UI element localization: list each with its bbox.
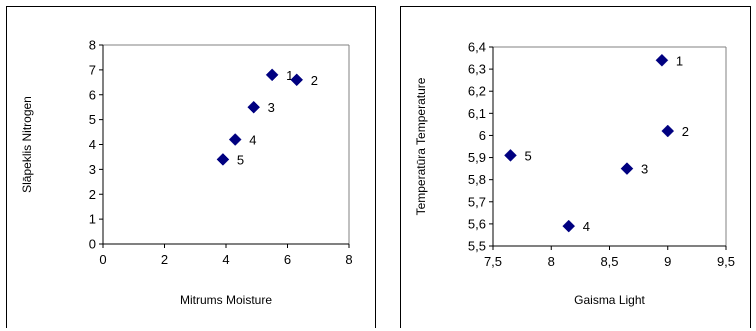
data-point-label-1: 1 xyxy=(286,68,293,83)
data-point-3 xyxy=(620,162,634,175)
y-tick-label: 1 xyxy=(89,212,96,227)
y-tick-label: 0 xyxy=(89,237,96,252)
y-tick-label: 5,6 xyxy=(468,216,486,231)
x-tick-label: 9 xyxy=(664,254,671,269)
x-tick-label: 6 xyxy=(284,252,291,267)
y-tick-label: 8 xyxy=(89,38,96,53)
chart-panel-nitrogen-moisture: 0 2 4 6 8 0 1 2 3 4 5 6 7 8 Mitrums Moisture Slāpeklis … xyxy=(6,6,376,328)
data-point-label-1: 1 xyxy=(676,53,683,68)
data-point-2 xyxy=(661,124,675,138)
y-tick-label: 6,2 xyxy=(468,84,486,99)
y-axis-label: Temperatūra Temperature xyxy=(414,77,428,215)
data-point-1 xyxy=(655,53,669,67)
x-tick-label: 9,5 xyxy=(717,254,735,269)
y-tick-label: 5,7 xyxy=(468,194,486,209)
y-tick-label: 2 xyxy=(89,187,96,202)
data-point-2 xyxy=(290,73,304,87)
data-point-label-5: 5 xyxy=(524,148,531,163)
x-axis-label: Gaisma Light xyxy=(574,293,645,307)
data-point-label-4: 4 xyxy=(583,219,590,234)
y-tick-label: 6,4 xyxy=(468,40,486,55)
y-tick-label: 6 xyxy=(89,87,96,102)
y-tick-label: 3 xyxy=(89,162,96,177)
y-tick-label: 5,9 xyxy=(468,150,486,165)
data-point-5 xyxy=(504,148,517,162)
x-axis-label: Mitrums Moisture xyxy=(180,293,272,307)
y-tick-label: 6 xyxy=(479,128,486,143)
data-point-1 xyxy=(265,68,279,82)
y-tick-label: 7 xyxy=(89,62,96,77)
data-point-4 xyxy=(228,133,242,146)
data-point-3 xyxy=(247,100,261,114)
y-tick-label: 5,5 xyxy=(468,239,486,254)
x-tick-label: 4 xyxy=(222,252,229,267)
x-tick-label: 8 xyxy=(345,252,352,267)
chart-panel-temperature-light: 7,5 8 8,5 9 9,5 5,5 5,6 5,7 5,8 5,9 6 6,1 6,2 6,3 6,4 G… xyxy=(400,6,751,328)
data-point-label-2: 2 xyxy=(682,124,689,139)
data-point-label-4: 4 xyxy=(249,133,256,148)
x-tick-label: 0 xyxy=(99,252,106,267)
data-point-4 xyxy=(562,219,576,233)
x-tick-label: 7,5 xyxy=(484,254,502,269)
y-tick-label: 5,8 xyxy=(468,172,486,187)
y-tick-label: 5 xyxy=(89,112,96,127)
x-tick-label: 8 xyxy=(548,254,555,269)
y-tick-label: 6,1 xyxy=(468,106,486,121)
data-point-5 xyxy=(216,153,230,166)
y-axis-label: Slāpeklis Nitrogen xyxy=(20,96,34,193)
y-tick-label: 6,3 xyxy=(468,62,486,77)
scatter-chart-temperature-light: 7,5 8 8,5 9 9,5 5,5 5,6 5,7 5,8 5,9 6 6,1 6,2 6,3 6,4 G… xyxy=(414,40,735,308)
x-tick-label: 2 xyxy=(161,252,168,267)
data-point-label-2: 2 xyxy=(311,73,318,88)
y-tick-label: 4 xyxy=(89,137,96,152)
data-point-label-3: 3 xyxy=(641,162,648,177)
data-point-label-3: 3 xyxy=(268,100,275,115)
x-tick-label: 8,5 xyxy=(600,254,618,269)
data-point-label-5: 5 xyxy=(237,152,244,167)
